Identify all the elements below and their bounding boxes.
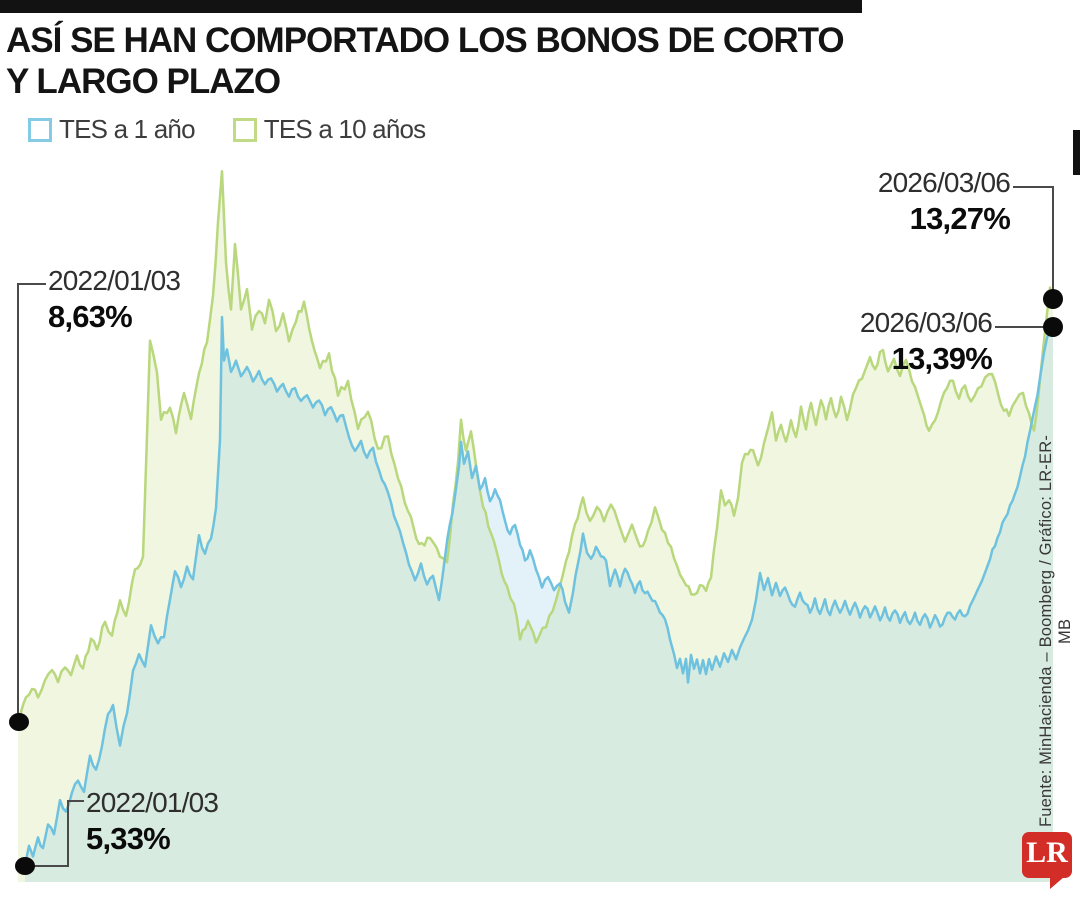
annotation-end-1y: 2026/03/06 13,39%	[859, 306, 993, 377]
lr-logo-letters: LR	[1026, 836, 1068, 869]
legend-item-tes-1y: TES a 1 año	[28, 114, 196, 145]
annotation-connector	[17, 283, 46, 714]
annotation-start-1y: 2022/01/03 5,33%	[86, 786, 219, 857]
line-tes-10y	[16, 169, 1055, 725]
area-tes-1y	[25, 317, 1053, 883]
legend-item-tes-10y: TES a 10 años	[232, 114, 426, 145]
title-line-1: ASÍ SE HAN COMPORTADO LOS BONOS DE CORTO	[6, 21, 845, 60]
line-tes-1y	[23, 315, 1055, 867]
legend-label-tes-1y: TES a 1 año	[59, 114, 196, 144]
annotation-value: 8,63%	[48, 299, 133, 334]
annotation-date: 2022/01/03	[86, 787, 219, 818]
legend-label-tes-10y: TES a 10 años	[263, 114, 426, 144]
annotation-layer	[9, 186, 1063, 875]
annotation-date: 2026/03/06	[877, 167, 1011, 198]
page-title: ASÍ SE HAN COMPORTADO LOS BONOS DE CORTO…	[6, 20, 876, 102]
legend: TES a 1 año TES a 10 años	[28, 114, 426, 145]
annotation-connector	[25, 800, 84, 867]
annotation-connector	[1013, 186, 1054, 292]
top-bar	[0, 0, 862, 13]
annotation-dot	[1043, 289, 1063, 309]
annotation-dot	[15, 857, 35, 875]
source-credit: Fuente: MinHacienda – Boomberg / Gráfico…	[1037, 434, 1074, 828]
area-tes-10y	[18, 171, 1053, 882]
annotation-start-10y: 2022/01/03 8,63%	[48, 264, 181, 335]
legend-swatch-tes-10y	[232, 117, 257, 142]
annotation-value: 13,27%	[909, 201, 1011, 236]
annotation-date: 2026/03/06	[859, 307, 993, 338]
legend-swatch-tes-1y	[28, 117, 52, 142]
annotation-value: 13,39%	[891, 341, 993, 376]
annotation-value: 5,33%	[86, 821, 171, 856]
annotation-date: 2022/01/03	[48, 265, 181, 296]
annotation-dot	[9, 713, 29, 731]
lr-logo: LR	[1022, 832, 1072, 889]
corner-tab	[1073, 130, 1080, 175]
title-line-2: Y LARGO PLAZO	[6, 62, 281, 101]
annotation-dot	[1043, 317, 1063, 337]
annotation-end-10y: 2026/03/06 13,27%	[877, 166, 1011, 237]
